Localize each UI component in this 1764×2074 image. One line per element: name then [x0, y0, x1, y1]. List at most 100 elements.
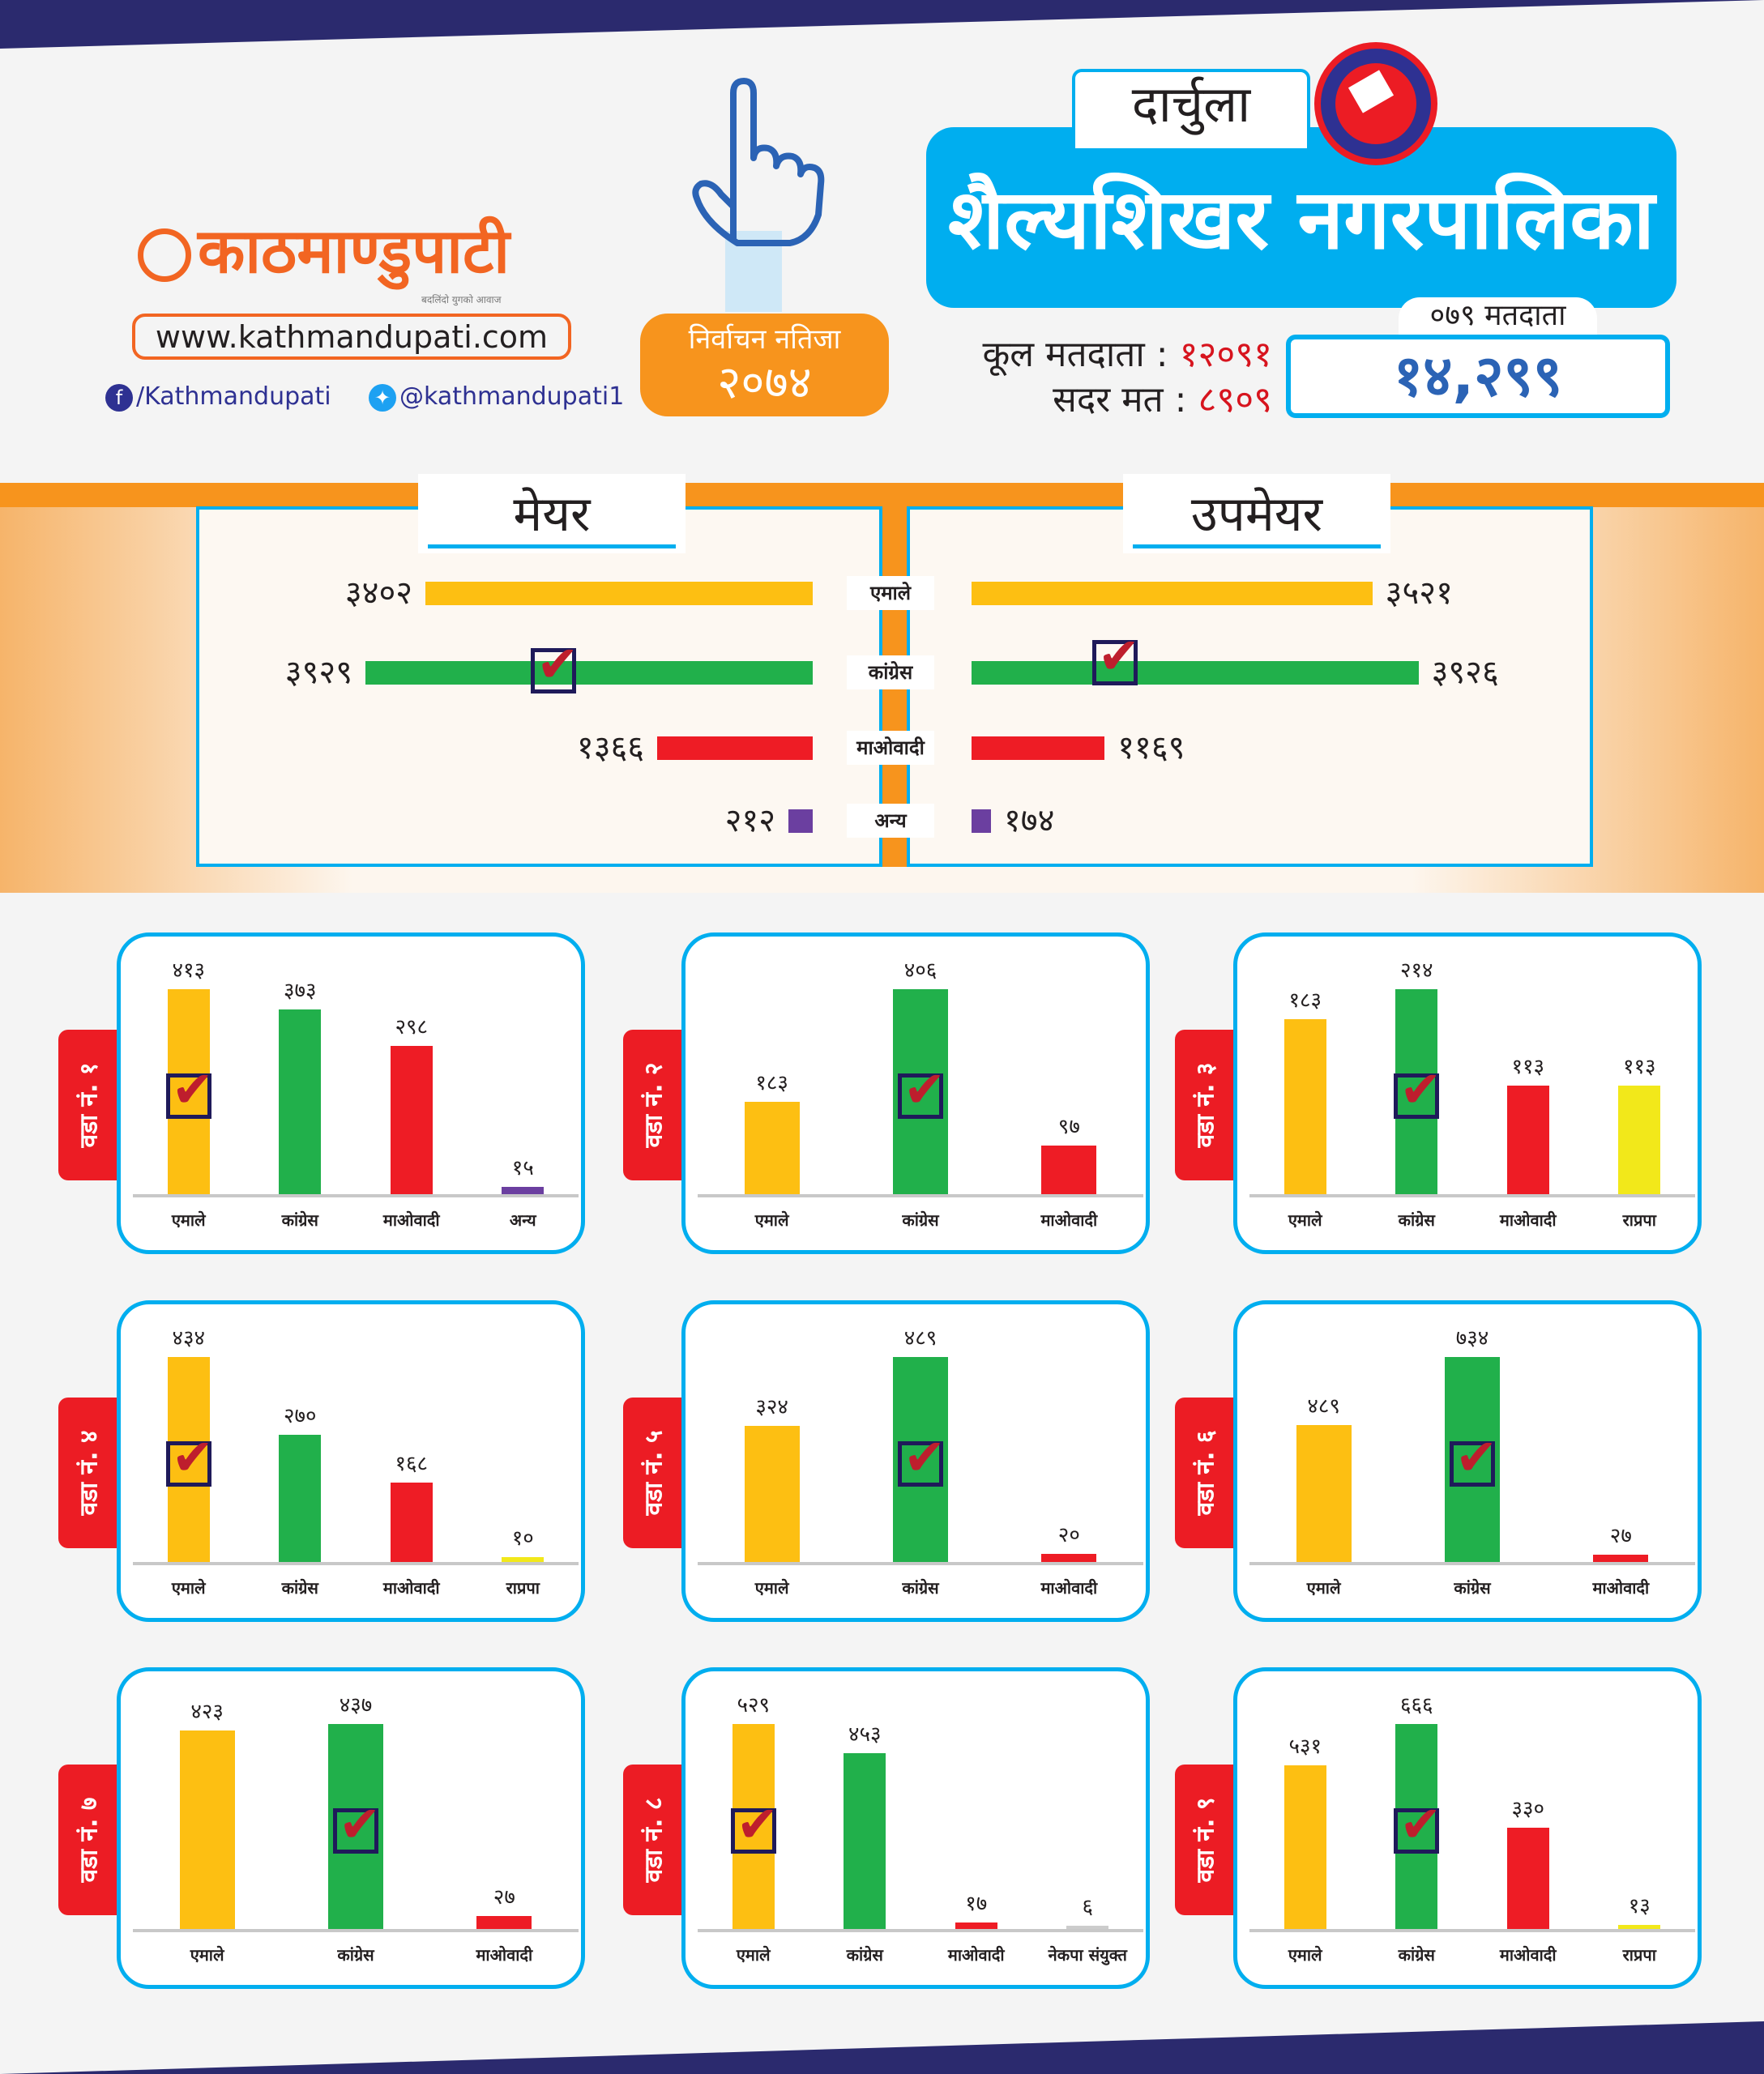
brand-logo[interactable]: काठमाण्डुपाटी — [138, 212, 510, 290]
ward-party-label: माओवादी — [1592, 1578, 1650, 1598]
ward-party-label: कांग्रेस — [846, 1945, 883, 1965]
ward-tag-1: वडा नं. १ — [58, 1030, 117, 1180]
ward-bar-value: ५३१ — [1288, 1735, 1322, 1760]
ward-bar-value: ३२४ — [755, 1395, 788, 1420]
ward-party-label: राप्रपा — [1622, 1945, 1656, 1965]
ward-tag-3: वडा नं. ३ — [1175, 1030, 1233, 1180]
ward-party-label: कांग्रेस — [1454, 1578, 1491, 1598]
ward-tag-2: वडा नं. २ — [623, 1030, 681, 1180]
ward-bar-value: १५ — [511, 1155, 534, 1180]
ward-bar-value: २९८ — [395, 1015, 429, 1040]
valid-votes-label: सदर मत — [1053, 379, 1164, 420]
ward-party-label: नेकपा संयुक्त — [1048, 1945, 1127, 1965]
ward-bar — [390, 1046, 433, 1194]
ward-party-label: एमाले — [1306, 1578, 1341, 1598]
election-commission-logo-icon — [1314, 42, 1437, 165]
ward-bar — [1506, 1827, 1549, 1929]
ward-party-label: एमाले — [754, 1210, 789, 1230]
ward-bar — [179, 1730, 235, 1929]
ward-number-label: वडा नं. ६ — [1191, 1430, 1220, 1516]
ward-bar — [1296, 1425, 1352, 1562]
ward-axis — [133, 1929, 579, 1932]
ward-bar-value: ४३७ — [339, 1693, 373, 1718]
brand-name: काठमाण्डुपाटी — [198, 215, 510, 287]
deputy-value: ११६९ — [1117, 729, 1185, 766]
mayor-value: ३९२९ — [284, 654, 352, 691]
mayor-value: २१२ — [724, 802, 775, 839]
ward-bar-value: १३ — [1628, 1894, 1651, 1919]
mayor-bar — [657, 736, 813, 760]
deputy-bar — [972, 660, 1419, 685]
ward-axis — [1249, 1194, 1695, 1197]
ward-number-label: वडा नं. ७ — [75, 1797, 104, 1883]
deputy-bar — [972, 736, 1105, 760]
winner-check-icon — [898, 1060, 946, 1119]
ward-party-label: माओवादी — [1499, 1945, 1557, 1965]
ward-axis — [1249, 1562, 1695, 1565]
ward-number-label: वडा नं. ३ — [1191, 1062, 1220, 1148]
ward-party-label: अन्य — [509, 1210, 536, 1230]
logo-mark-icon — [138, 228, 191, 282]
ward-bar-value: ४३४ — [172, 1326, 206, 1351]
ward-party-label: माओवादी — [476, 1945, 533, 1965]
ward-bar-value: ७३४ — [1455, 1326, 1489, 1351]
ward-party-label: माओवादी — [1040, 1210, 1098, 1230]
ward-tag-9: वडा नं. ९ — [1175, 1765, 1233, 1915]
ward-party-label: राप्रपा — [506, 1578, 540, 1598]
ward-bar-value: ४५३ — [848, 1722, 882, 1748]
ward-bar — [844, 1753, 886, 1929]
ward-number-label: वडा नं. १ — [75, 1062, 104, 1148]
ward-tag-8: वडा नं. ८ — [623, 1765, 681, 1915]
ward-party-label: एमाले — [171, 1210, 206, 1230]
facebook-handle: /Kathmandupati — [136, 382, 331, 411]
ward-party-label: एमाले — [190, 1945, 224, 1965]
ward-party-label: माओवादी — [382, 1578, 440, 1598]
ward-party-label: एमाले — [736, 1945, 771, 1965]
twitter-icon: ✦ — [369, 383, 396, 412]
ward-bar — [1618, 1925, 1661, 1929]
ward-bar-value: १६८ — [395, 1452, 429, 1477]
voter-summary: कूल मतदाता : १२०९१ सदर मत : ८९०९ — [924, 332, 1272, 423]
deputy-mayor-title: उपमेयर — [1123, 474, 1390, 553]
twitter-handle: @kathmandupati1 — [399, 382, 625, 411]
ward-axis — [698, 1562, 1143, 1565]
winner-check-icon — [531, 634, 579, 693]
mayor-bar — [365, 660, 813, 685]
ward-bar — [1283, 1018, 1326, 1194]
ward-number-label: वडा नं. ९ — [1191, 1797, 1220, 1883]
ward-bar-value: ४२३ — [190, 1700, 224, 1725]
ward-bar-value: २७० — [283, 1403, 317, 1428]
ward-party-label: माओवादी — [1040, 1578, 1098, 1598]
ward-bar-value: ११३ — [1511, 1055, 1545, 1080]
winner-check-icon — [1450, 1427, 1497, 1487]
ward-party-label: कांग्रेस — [902, 1578, 939, 1598]
ward-axis — [133, 1194, 579, 1197]
winner-check-icon — [1394, 1794, 1442, 1854]
facebook-link[interactable]: f/Kathmandupati — [105, 381, 331, 413]
ward-bar-value: ९७ — [1057, 1114, 1080, 1139]
party-label: अन्य — [847, 804, 934, 838]
ward-party-label: कांग्रेस — [1398, 1210, 1435, 1230]
winner-check-icon — [730, 1794, 779, 1854]
twitter-link[interactable]: ✦ @kathmandupati1 — [369, 381, 624, 413]
valid-votes-value: ८९०९ — [1198, 379, 1272, 420]
ward-party-label: माओवादी — [382, 1210, 440, 1230]
facebook-icon: f — [105, 383, 133, 412]
mayor-title: मेयर — [418, 474, 686, 553]
party-label: एमाले — [847, 576, 934, 610]
ward-party-label: कांग्रेस — [281, 1210, 318, 1230]
ward-tag-7: वडा नं. ७ — [58, 1765, 117, 1915]
ward-tag-6: वडा नं. ६ — [1175, 1398, 1233, 1548]
ward-bar — [390, 1483, 433, 1562]
ward-bar — [1066, 1926, 1109, 1929]
website-link[interactable]: www.kathmandupati.com — [132, 314, 571, 360]
ward-axis — [698, 1929, 1143, 1932]
ward-bar — [1041, 1553, 1097, 1562]
ward-bar-value: १८३ — [1288, 988, 1322, 1013]
ward-party-label: एमाले — [171, 1578, 206, 1598]
ward-bar — [1506, 1086, 1549, 1194]
mayor-panel — [196, 506, 882, 867]
bottom-stripe — [0, 2021, 1764, 2074]
separator: : — [1155, 334, 1168, 375]
ward-bar-value: ४१३ — [172, 958, 206, 983]
